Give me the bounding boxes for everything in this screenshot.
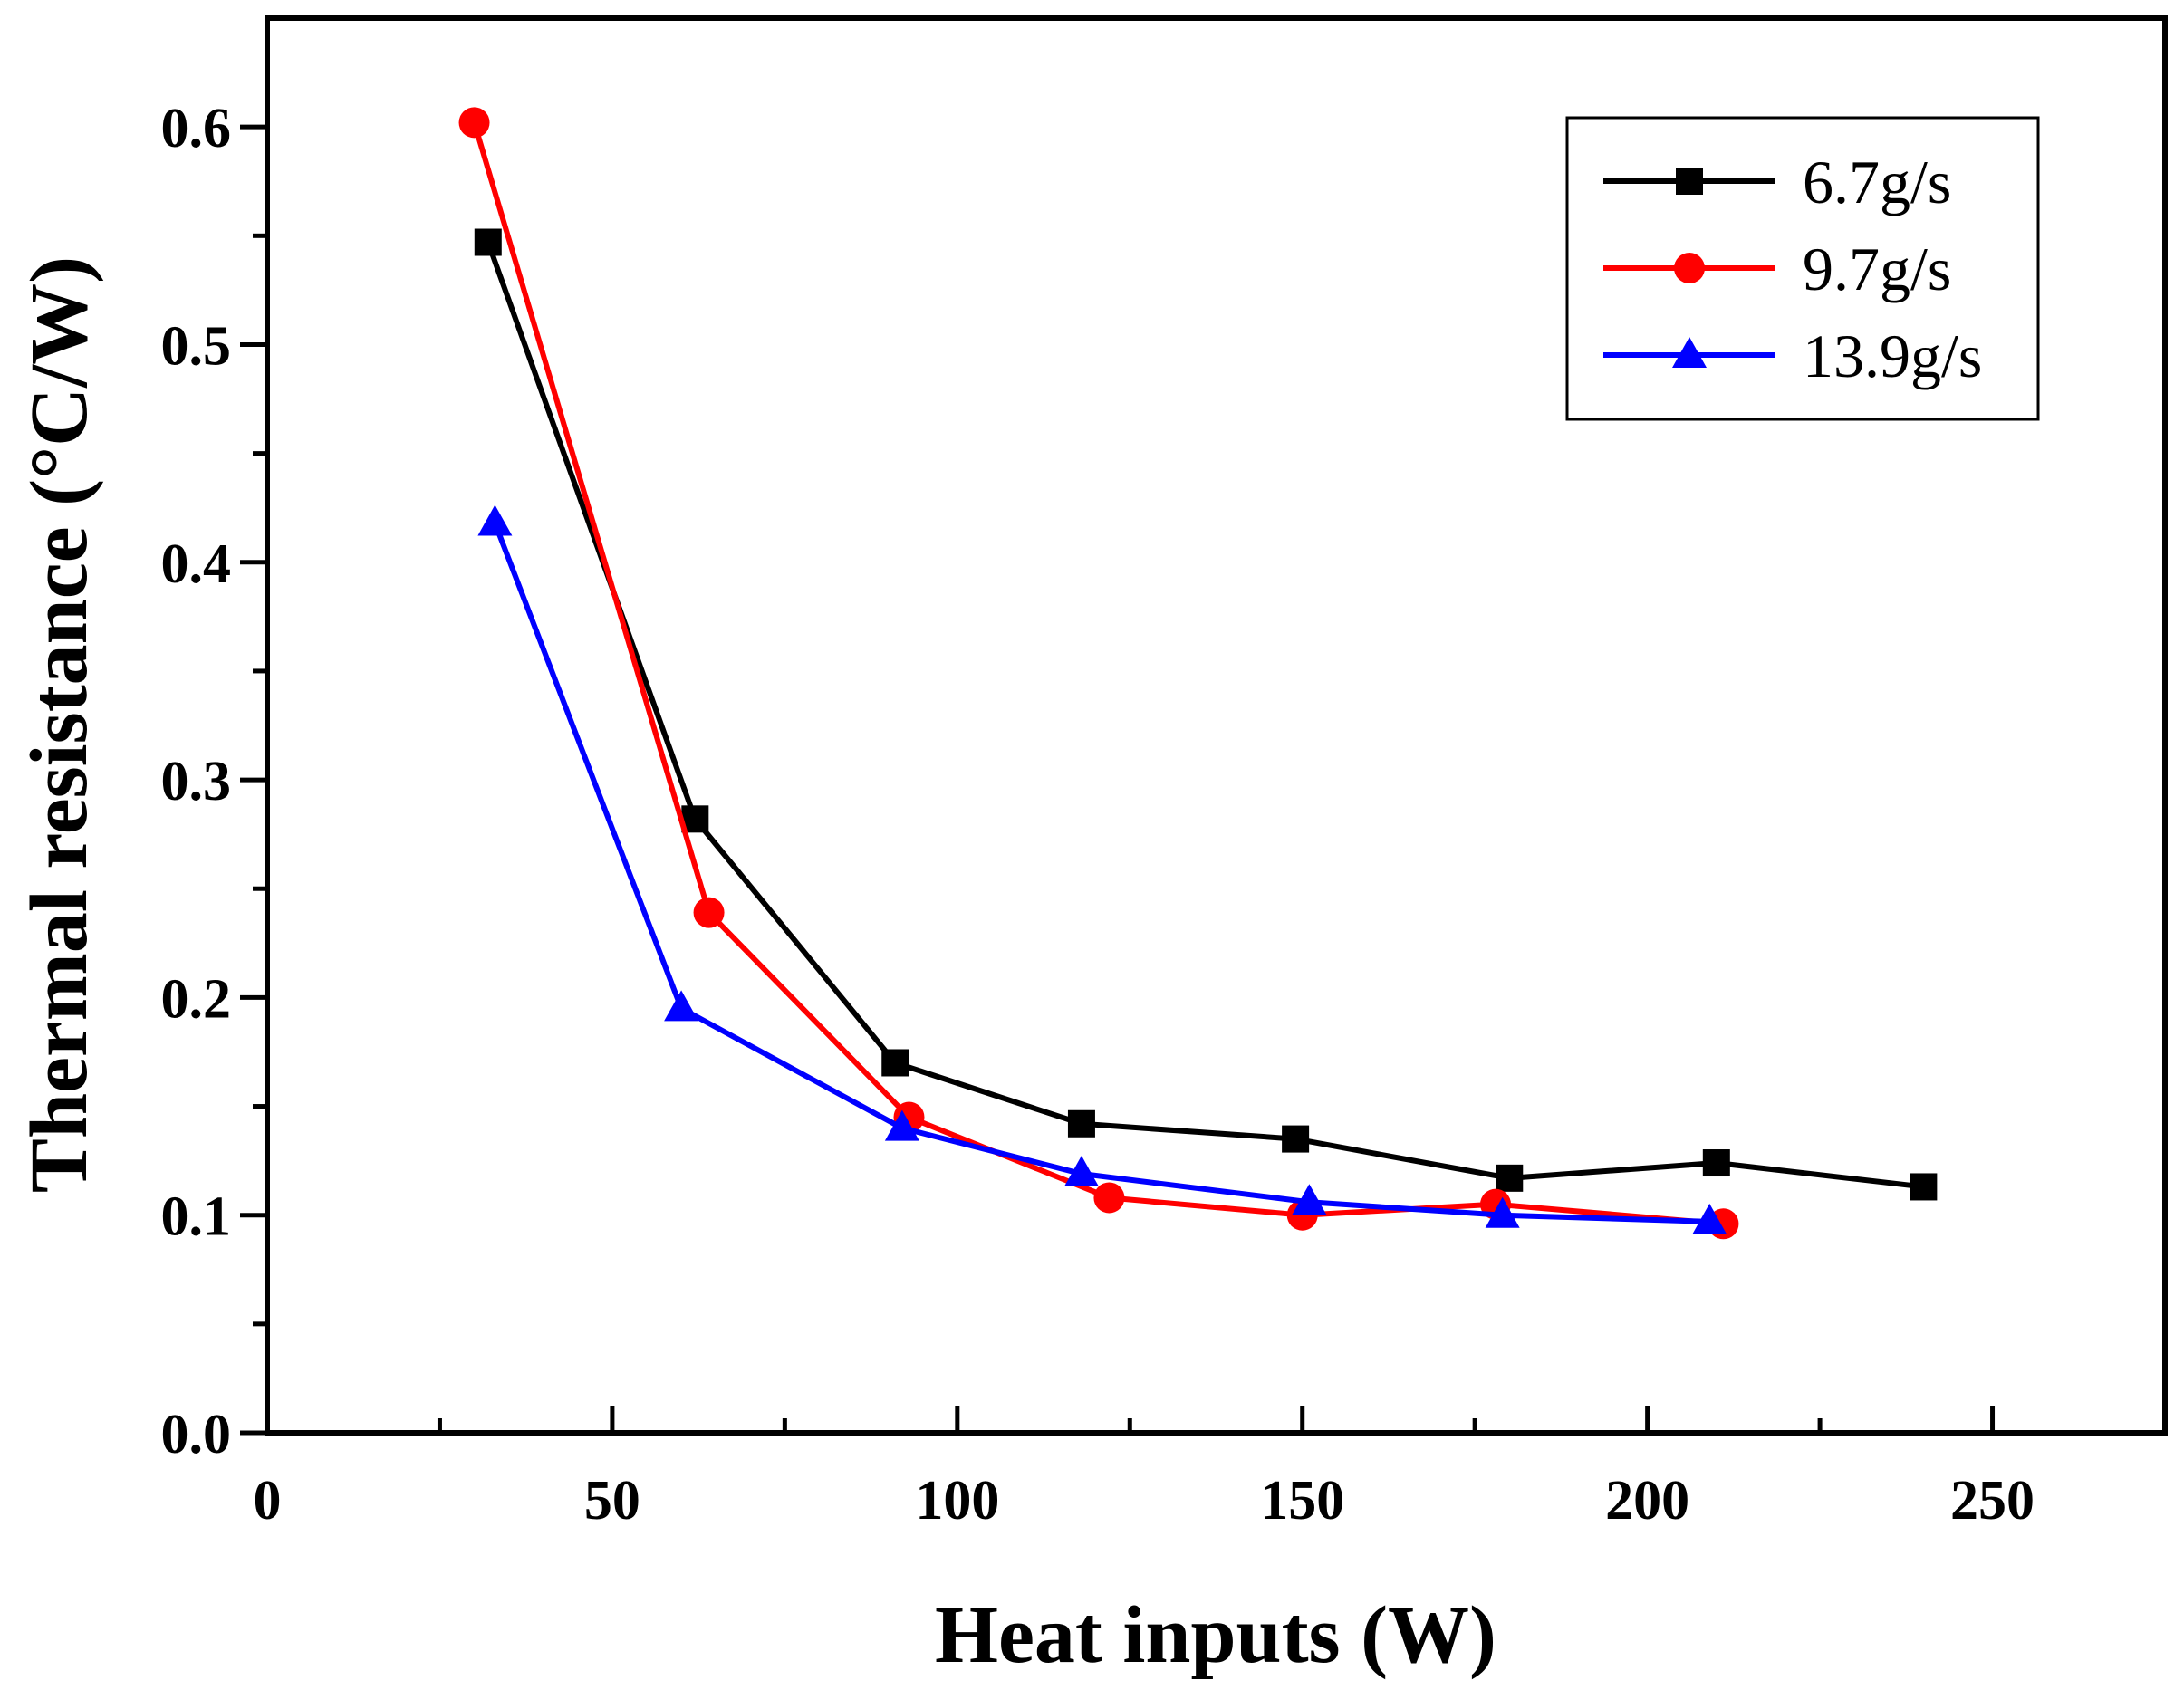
data-point-6-7g-s [881, 1049, 909, 1077]
plot-area-frame [265, 15, 2168, 1436]
legend-marker [1676, 168, 1703, 195]
legend-label: 13.9g/s [1803, 322, 1982, 390]
data-point-13-9g-s [884, 1109, 919, 1141]
y-tick-label: 0.0 [161, 1404, 232, 1465]
data-point-6-7g-s [1910, 1173, 1938, 1201]
legend-item-9-7g-s: 9.7g/s [1603, 235, 1951, 303]
data-point-13-9g-s [1292, 1184, 1327, 1215]
y-tick-label: 0.6 [161, 98, 232, 159]
legend: 6.7g/s 9.7g/s 13.9g/s [1565, 116, 2040, 421]
y-tick-label: 0.4 [161, 533, 232, 595]
x-tick-label: 0 [254, 1470, 282, 1532]
y-tick-label: 0.5 [161, 315, 232, 377]
series-line-13-9g-s [492, 522, 1710, 1224]
legend-item-6-7g-s: 6.7g/s [1603, 148, 1951, 216]
legend-items: 6.7g/s 9.7g/s 13.9g/s [1603, 148, 1982, 390]
data-point-6-7g-s [1702, 1149, 1730, 1177]
data-point-13-9g-s [1063, 1156, 1099, 1187]
data-point-6-7g-s [474, 228, 502, 256]
x-tick-label: 50 [584, 1470, 640, 1532]
y-tick-label: 0.3 [161, 751, 232, 812]
data-point-6-7g-s [1282, 1125, 1310, 1153]
y-tick-label: 0.2 [161, 968, 232, 1030]
data-point-6-7g-s [1496, 1164, 1524, 1192]
legend-marker [1674, 253, 1705, 283]
x-tick-label: 200 [1605, 1470, 1689, 1532]
data-point-13-9g-s [477, 504, 513, 536]
legend-label: 6.7g/s [1803, 148, 1951, 216]
legend-item-13-9g-s: 13.9g/s [1603, 322, 1982, 390]
series-layer [458, 107, 1938, 1240]
series-line-6-7g-s [485, 241, 1924, 1190]
axis-ticks: 0 50 100 150 200 250 0.0 0.1 0.2 0.3 0.4 0.5 0.6 [161, 98, 2035, 1532]
data-point-6-7g-s [1067, 1109, 1095, 1138]
series-9-7g-s [458, 107, 1739, 1240]
x-tick-label: 100 [915, 1470, 999, 1532]
data-point-13-9g-s [1692, 1203, 1727, 1234]
legend-marker [1672, 337, 1707, 368]
data-point-13-9g-s [1485, 1196, 1520, 1228]
y-axis-title: Thermal resistance (°C/W) [14, 256, 104, 1193]
legend-label: 9.7g/s [1803, 235, 1951, 303]
y-tick-label: 0.1 [161, 1186, 232, 1248]
series-6-7g-s [474, 228, 1938, 1201]
x-axis-title: Heat inputs (W) [935, 1590, 1496, 1680]
data-point-9-7g-s [458, 107, 490, 139]
x-tick-label: 150 [1260, 1470, 1344, 1532]
data-point-9-7g-s [1093, 1182, 1125, 1214]
data-point-13-9g-s [664, 990, 699, 1022]
series-13-9g-s [477, 504, 1727, 1234]
data-point-9-7g-s [693, 897, 725, 928]
x-tick-label: 250 [1950, 1470, 2035, 1532]
series-line-9-7g-s [471, 121, 1724, 1227]
